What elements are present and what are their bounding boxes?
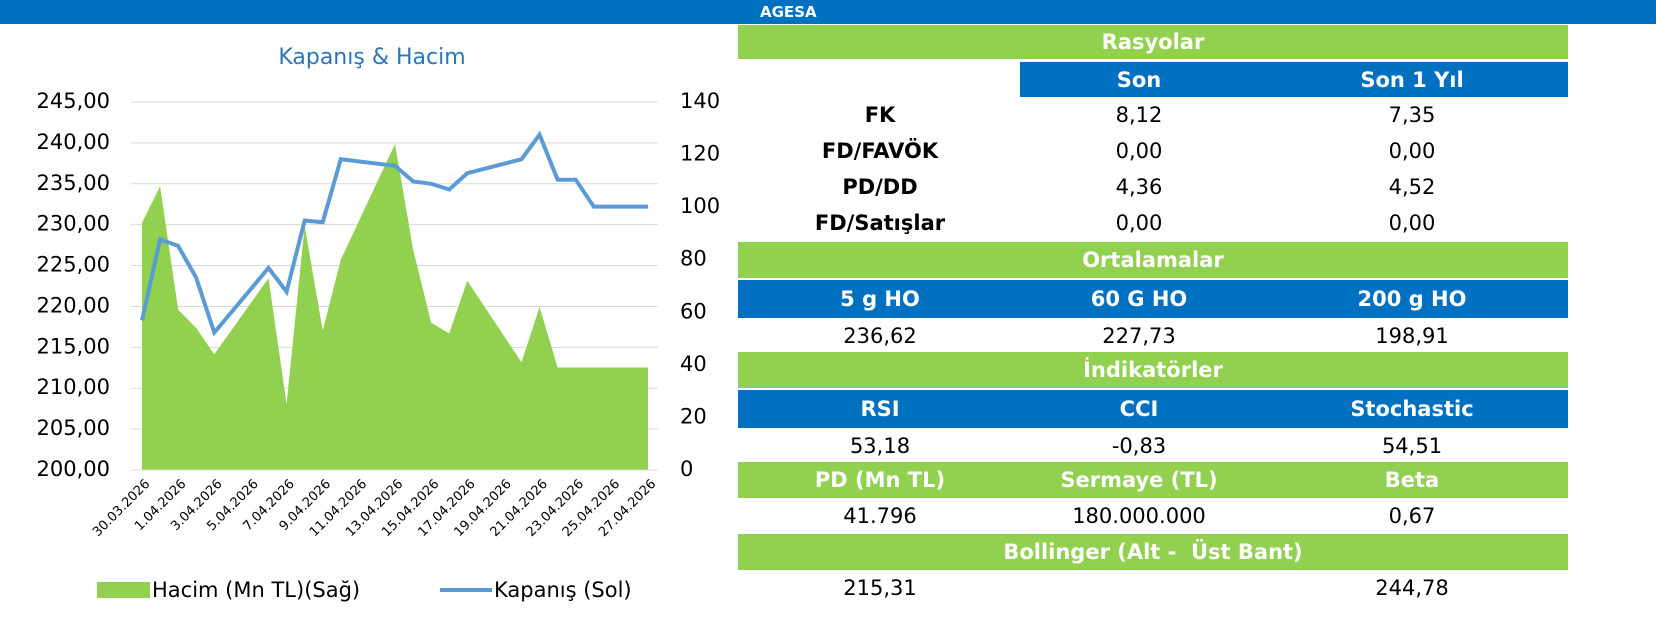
y-tick-label: 245,00 (37, 89, 110, 113)
cell: 236,62 (843, 324, 917, 348)
y2-tick-label: 60 (680, 299, 707, 323)
section-title: İndikatörler (738, 352, 1568, 388)
y-tick-label: 230,00 (37, 212, 110, 236)
legend-label: Hacim (Mn TL)(Sağ) (152, 578, 360, 602)
cell: 53,18 (849, 434, 911, 458)
y2-tick-label: 20 (680, 404, 707, 428)
column-header: 5 g HO (738, 280, 1022, 318)
y-tick-label: 200,00 (37, 457, 110, 481)
y2-tick-label: 40 (680, 352, 707, 376)
cell: 0,00 (1388, 139, 1436, 163)
cell: 198,91 (1375, 324, 1449, 348)
cell: 8,12 (1115, 103, 1163, 127)
row-label: FD/Satışlar (814, 211, 946, 235)
cell: 227,73 (1102, 324, 1176, 348)
column-header: Son (1022, 62, 1256, 97)
y-tick-label: 225,00 (37, 253, 110, 277)
column-header: 60 G HO (1022, 280, 1256, 318)
y-tick-label: 235,00 (37, 171, 110, 195)
y2-tick-label: 0 (680, 457, 693, 481)
column-header: 200 g HO (1256, 280, 1568, 318)
y2-tick-label: 120 (680, 142, 720, 166)
legend-swatch (97, 582, 150, 598)
cell: 0,00 (1115, 139, 1163, 163)
row-label: FK (864, 103, 896, 127)
cell: 0,67 (1388, 504, 1436, 528)
column-header: Stochastic (1256, 390, 1568, 428)
cell: 244,78 (1375, 576, 1449, 600)
column-header: PD (Mn TL) (738, 462, 1022, 498)
cell: 4,36 (1115, 175, 1163, 199)
y2-tick-label: 140 (680, 89, 720, 113)
cell: 4,52 (1388, 175, 1436, 199)
column-header: CCI (1022, 390, 1256, 428)
cell: 41.796 (843, 504, 917, 528)
row-label: PD/DD (842, 175, 918, 199)
column-header: Son 1 Yıl (1256, 62, 1568, 97)
y-tick-label: 210,00 (37, 375, 110, 399)
y-tick-label: 215,00 (37, 334, 110, 358)
chart-title: Kapanış & Hacim (278, 45, 465, 70)
row-label: FD/FAVÖK (821, 139, 939, 163)
cell: 215,31 (843, 576, 917, 600)
section-title: Ortalamalar (738, 242, 1568, 278)
column-header: Sermaye (TL) (1022, 462, 1256, 498)
cell: 0,00 (1388, 211, 1436, 235)
cell: -0,83 (1111, 434, 1167, 458)
top-bar: AGESA (0, 0, 1656, 24)
y-tick-label: 240,00 (37, 130, 110, 154)
y2-tick-label: 80 (680, 247, 707, 271)
column-header: RSI (738, 390, 1022, 428)
cell: 0,00 (1115, 211, 1163, 235)
chart: Kapanış & Hacim 200,00 205,00 210,00 215,00… (37, 45, 721, 602)
section-title: Rasyolar (738, 25, 1568, 59)
section-title: Bollinger (Alt - Üst Bant) (738, 534, 1568, 570)
cell: 7,35 (1388, 103, 1436, 127)
legend-label: Kapanış (Sol) (494, 578, 632, 602)
y2-tick-label: 100 (680, 194, 720, 218)
line (140, 130, 648, 337)
y-tick-label: 220,00 (37, 293, 110, 317)
cell: 180.000.000 (1072, 504, 1206, 528)
cell: 54,51 (1381, 434, 1443, 458)
y-tick-label: 205,00 (37, 416, 110, 440)
area (142, 144, 648, 471)
column-header: Beta (1256, 462, 1568, 498)
